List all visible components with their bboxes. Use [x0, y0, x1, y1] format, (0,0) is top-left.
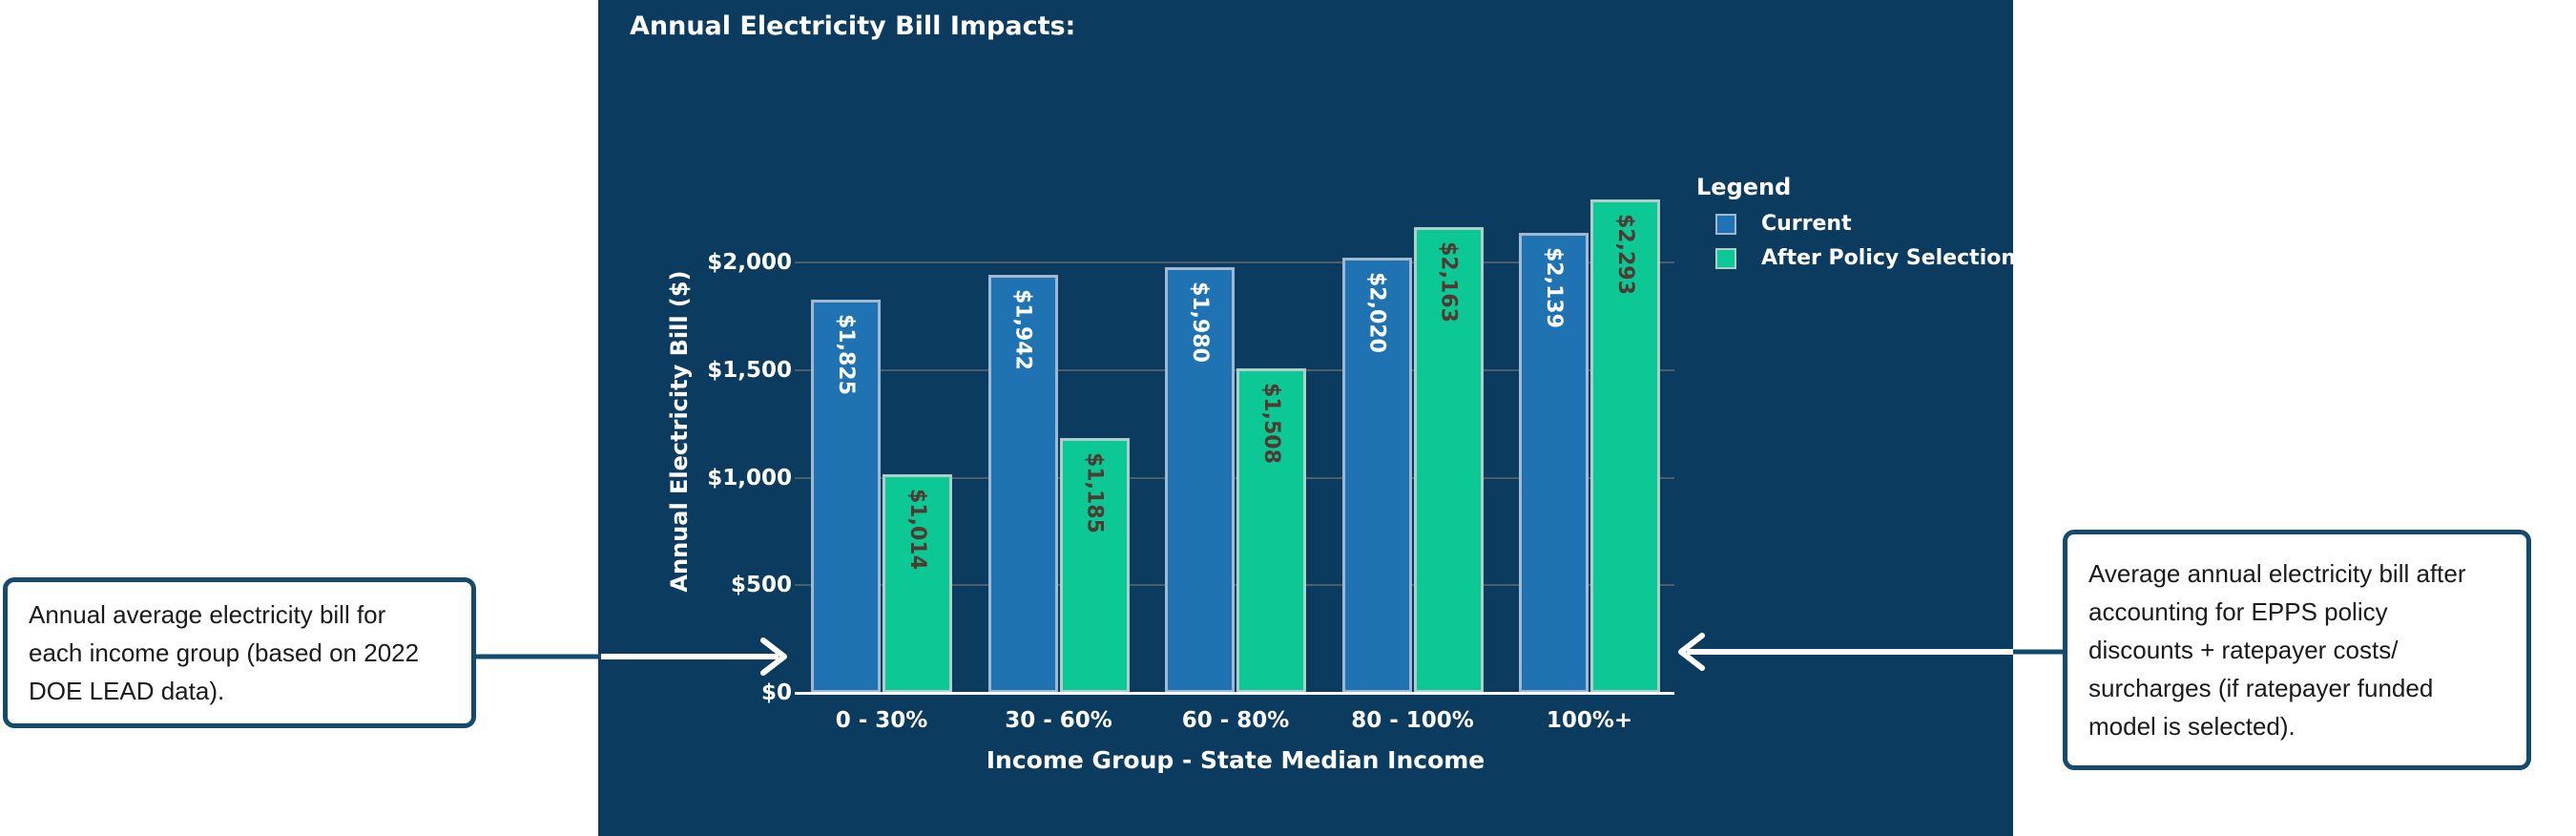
- bar-value-label: $1,014: [905, 489, 929, 571]
- left-annotation-callout: Annual average electricity bill for each…: [3, 577, 476, 728]
- x-axis-line: [795, 692, 1674, 695]
- x-axis-title: Income Group - State Median Income: [986, 746, 1485, 774]
- y-axis-title: Annual Electricity Bill ($): [666, 270, 693, 593]
- gridline-$1,500: [795, 368, 1674, 371]
- bar-after-policy-selection-0-30%[interactable]: $1,014: [883, 474, 952, 693]
- legend-item-label: After Policy Selection: [1761, 246, 2017, 270]
- gridline-$500: [795, 584, 1674, 587]
- bar-value-label: $2,163: [1436, 241, 1461, 324]
- right-annotation-text: Average annual electricity bill after ac…: [2088, 559, 2466, 741]
- bar-after-policy-selection-100%+[interactable]: $2,293: [1590, 199, 1660, 693]
- chart-panel: Annual Electricity Bill Impacts: Annual …: [598, 0, 2016, 836]
- y-tick-label: $2,000: [707, 250, 792, 275]
- right-annotation-callout: Average annual electricity bill after ac…: [2063, 530, 2531, 770]
- x-tick-label-80-100%: 80 - 100%: [1351, 708, 1474, 733]
- legend-item-after-policy-selection[interactable]: After Policy Selection: [1715, 246, 2016, 270]
- bar-current-60-80%[interactable]: $1,980: [1165, 266, 1235, 693]
- bar-current-80-100%[interactable]: $2,020: [1341, 258, 1412, 693]
- legend-swatch-icon: [1715, 247, 1736, 269]
- bar-value-label: $1,185: [1082, 451, 1107, 533]
- bar-value-label: $1,825: [834, 314, 858, 396]
- gridline-$1,000: [795, 476, 1674, 479]
- gridline-$2,000: [795, 261, 1674, 263]
- y-tick-label: $1,500: [707, 357, 792, 383]
- legend-title: Legend: [1696, 174, 1792, 200]
- bar-current-0-30%[interactable]: $1,825: [811, 300, 881, 693]
- bar-after-policy-selection-80-100%[interactable]: $2,163: [1413, 227, 1484, 693]
- y-tick-label: $0: [760, 680, 792, 705]
- bar-value-label: $2,020: [1364, 272, 1389, 354]
- legend-item-current[interactable]: Current: [1715, 212, 2016, 236]
- bar-value-label: $1,980: [1188, 281, 1212, 363]
- x-tick-label-60-80%: 60 - 80%: [1181, 708, 1290, 733]
- chart-title: Annual Electricity Bill Impacts:: [630, 11, 1076, 41]
- bar-value-label: $2,139: [1542, 246, 1566, 328]
- chart-legend: Legend Current After Policy Selection: [1696, 174, 2016, 281]
- bar-value-label: $2,293: [1613, 213, 1637, 295]
- y-tick-label: $500: [730, 573, 792, 598]
- y-tick-label: $1,000: [707, 465, 792, 491]
- x-tick-label-30-60%: 30 - 60%: [1005, 708, 1112, 733]
- x-tick-label-100%+: 100%+: [1546, 708, 1633, 733]
- legend-item-label: Current: [1761, 212, 1852, 236]
- legend-swatch-icon: [1715, 213, 1736, 235]
- bar-value-label: $1,942: [1010, 289, 1035, 370]
- bar-current-100%+[interactable]: $2,139: [1519, 232, 1589, 693]
- bar-value-label: $1,508: [1259, 382, 1283, 464]
- bar-after-policy-selection-30-60%[interactable]: $1,185: [1059, 437, 1130, 693]
- x-tick-label-0-30%: 0 - 30%: [835, 708, 928, 733]
- bar-current-30-60%[interactable]: $1,942: [987, 275, 1058, 693]
- bar-after-policy-selection-60-80%[interactable]: $1,508: [1236, 367, 1306, 693]
- left-annotation-text: Annual average electricity bill for each…: [29, 600, 420, 705]
